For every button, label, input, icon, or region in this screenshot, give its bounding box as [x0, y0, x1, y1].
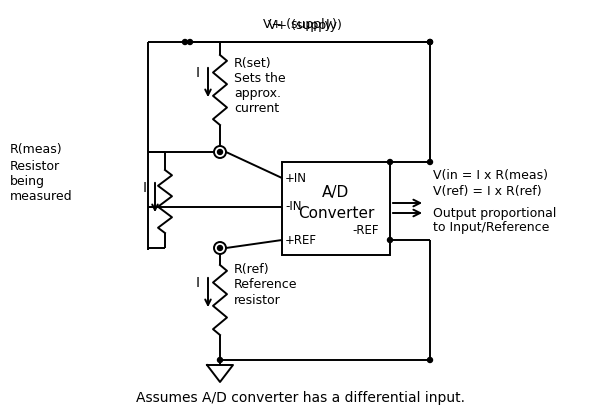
Text: R(set): R(set): [234, 57, 272, 69]
Text: R(meas): R(meas): [10, 144, 62, 156]
Circle shape: [218, 357, 223, 362]
Circle shape: [427, 40, 433, 45]
Text: -REF: -REF: [352, 223, 379, 237]
Text: measured: measured: [10, 191, 73, 203]
Text: current: current: [234, 102, 279, 114]
Text: I: I: [196, 66, 200, 80]
Circle shape: [388, 159, 392, 164]
Text: V(ref) = I x R(ref): V(ref) = I x R(ref): [433, 186, 542, 198]
Text: V(in = I x R(meas): V(in = I x R(meas): [433, 168, 548, 181]
Text: Output proportional: Output proportional: [433, 206, 556, 220]
Text: Converter: Converter: [298, 206, 374, 221]
Circle shape: [187, 40, 193, 45]
Bar: [282, 162, 390, 255]
Text: being: being: [10, 176, 45, 188]
Text: Resistor: Resistor: [10, 161, 60, 173]
Text: resistor: resistor: [234, 294, 281, 307]
Circle shape: [427, 357, 433, 362]
Text: -IN: -IN: [285, 201, 302, 213]
Circle shape: [388, 238, 392, 243]
Circle shape: [182, 40, 187, 45]
Circle shape: [218, 149, 223, 154]
Text: approx.: approx.: [234, 87, 281, 99]
Text: I: I: [143, 181, 147, 195]
Text: Sets the: Sets the: [234, 72, 286, 84]
Text: I: I: [196, 276, 200, 290]
Text: V+ (supply): V+ (supply): [263, 18, 337, 31]
Text: Assumes A/D converter has a differential input.: Assumes A/D converter has a differential…: [136, 391, 464, 405]
Text: R(ref): R(ref): [234, 263, 269, 277]
Circle shape: [218, 245, 223, 250]
Text: +REF: +REF: [285, 233, 317, 247]
Text: A/D: A/D: [322, 185, 350, 200]
Text: to Input/Reference: to Input/Reference: [433, 221, 550, 235]
Circle shape: [427, 159, 433, 164]
Text: Reference: Reference: [234, 278, 298, 292]
Text: +IN: +IN: [285, 171, 307, 185]
Text: V+ (supply): V+ (supply): [268, 19, 342, 32]
Circle shape: [427, 40, 433, 45]
